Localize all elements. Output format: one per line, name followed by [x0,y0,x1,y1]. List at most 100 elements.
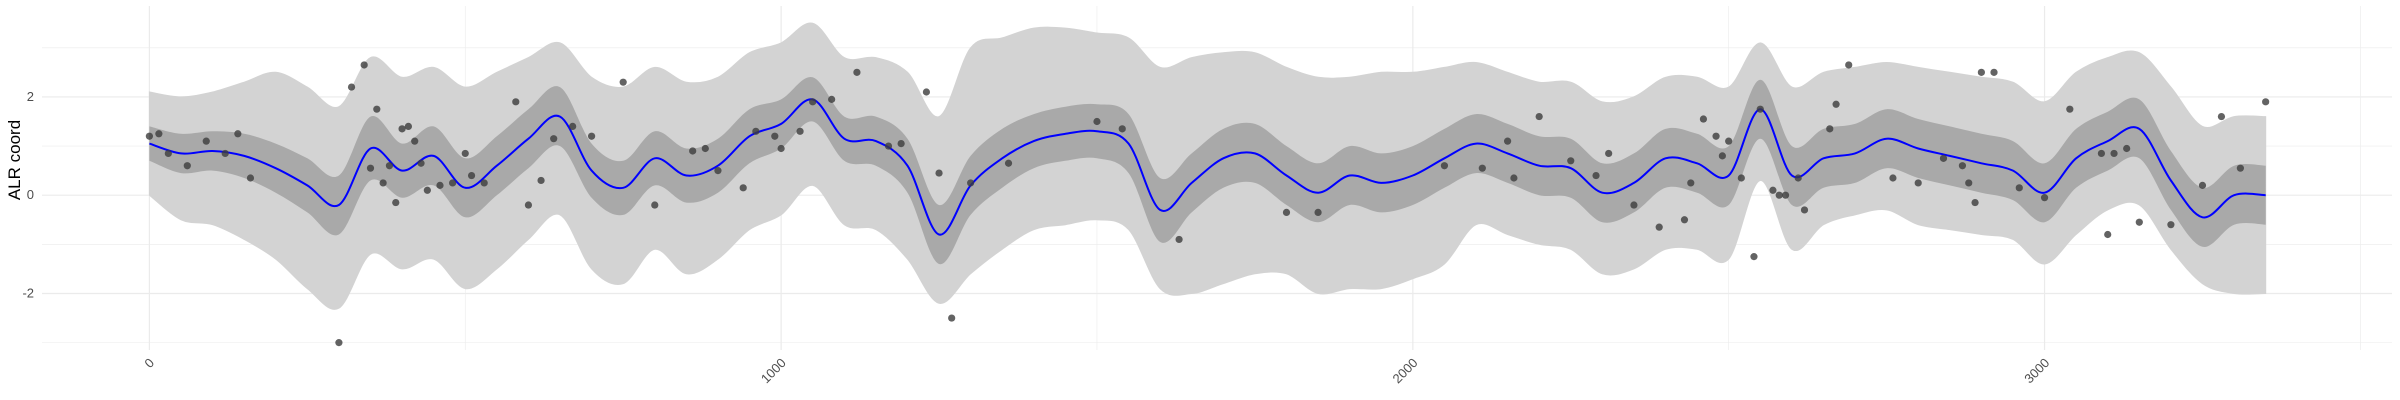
data-point [221,149,229,158]
data-point [1440,162,1449,170]
data-point [423,186,431,194]
data-point [796,127,804,135]
data-point [1800,206,1809,214]
data-point [1712,132,1720,140]
data-point [366,164,375,172]
data-point [1971,198,1979,207]
data-point [1737,174,1745,182]
data-point [436,181,444,189]
data-point [2104,230,2112,239]
data-point [2236,164,2244,172]
data-point [1794,174,1802,182]
data-point [467,171,476,180]
data-point [701,144,709,153]
data-point [2110,149,2118,158]
data-point [1939,154,1948,162]
data-point [897,140,905,148]
data-point [347,83,356,91]
y-tick-label: 2 [27,89,34,104]
data-point [512,98,520,106]
data-point [1725,137,1733,145]
data-point [360,61,368,69]
data-point [1592,171,1600,180]
data-points [145,61,2270,347]
data-point [1718,152,1726,160]
x-tick-label: 3000 [2021,355,2052,386]
y-axis-title: ALR coord [5,120,24,200]
data-point [537,176,545,185]
data-point [461,149,469,158]
data-point [714,167,722,175]
data-point [1958,162,1967,170]
data-point [1175,235,1183,244]
data-point [480,179,488,187]
data-point [1503,137,1512,145]
data-point [1990,68,1998,76]
data-point [853,68,861,76]
data-point [771,132,779,140]
data-point [2015,184,2023,192]
data-point [164,149,172,158]
data-point [967,179,975,187]
data-point [809,98,817,106]
data-point [335,339,343,347]
data-point [922,88,931,96]
data-point [828,95,836,103]
data-point [449,179,457,187]
data-point [379,179,387,187]
y-tick-label: -2 [22,285,34,300]
data-point [1965,179,1973,187]
data-point [2040,194,2049,202]
data-point [1314,208,1322,216]
data-point [1093,117,1101,126]
data-point [777,144,785,153]
data-point [1832,100,1840,108]
data-point [1699,115,1708,123]
data-point [935,169,943,177]
x-tick-label: 0 [141,355,157,371]
data-point [145,132,153,140]
data-point [587,132,596,140]
data-point [1680,216,1689,224]
x-tick-label: 1000 [758,355,789,386]
data-point [1535,112,1543,121]
data-point [1567,157,1575,165]
data-point [2097,149,2106,158]
data-point [739,184,747,192]
data-point [2198,181,2207,189]
data-point [689,147,697,155]
data-point [1914,179,1922,187]
data-point [411,137,419,145]
data-point [752,127,760,135]
data-point [2217,112,2226,121]
data-point [373,105,381,113]
data-point [2262,98,2270,106]
data-point [619,78,627,86]
data-point [569,122,577,130]
data-point [948,314,956,322]
data-point [2123,144,2131,153]
data-point [651,201,659,209]
mean-line-path [149,98,2266,236]
x-tick-label: 2000 [1390,355,1421,386]
data-point [1510,174,1518,182]
data-point [884,142,893,150]
mean-line [149,98,2266,236]
data-point [183,162,191,170]
data-point [1977,68,1985,76]
data-point [2135,218,2143,226]
data-point [417,159,425,167]
data-point [392,198,400,207]
data-point [1889,174,1897,182]
data-point [1826,125,1834,133]
data-point [550,135,558,143]
data-point [1605,149,1613,158]
data-point [1750,253,1758,261]
data-point [1845,61,1853,69]
data-point [155,130,163,138]
data-point [398,125,406,133]
data-point [1655,223,1663,231]
data-point [524,201,533,209]
data-point [1118,125,1126,133]
data-point [404,122,412,130]
